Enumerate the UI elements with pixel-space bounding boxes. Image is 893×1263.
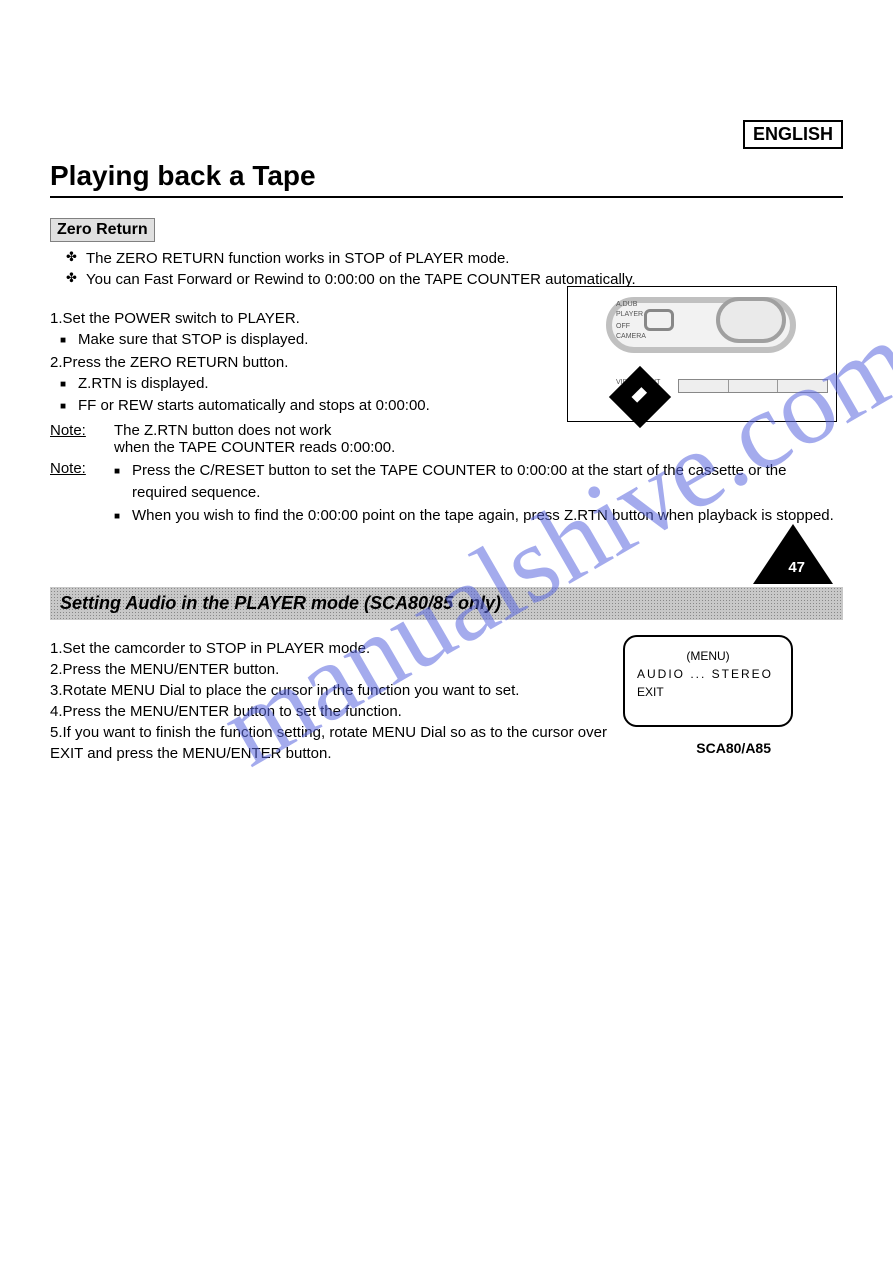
- audio-step: 4.Press the MENU/ENTER button to set the…: [50, 701, 610, 722]
- step-sub: Make sure that STOP is displayed.: [78, 329, 570, 352]
- intro-bullet: The ZERO RETURN function works in STOP o…: [86, 248, 843, 269]
- device-diagram: A.DUB PLAYER OFF CAMERA VIDEO LIGHT: [567, 286, 837, 422]
- dial-label: PLAYER: [616, 311, 643, 318]
- menu-line: (MENU): [637, 647, 779, 665]
- note-item: When you wish to find the 0:00:00 point …: [132, 505, 843, 528]
- dial-label: CAMERA: [616, 333, 646, 340]
- step-sub: FF or REW starts automatically and stops…: [78, 395, 570, 418]
- button-strip: [678, 379, 828, 393]
- menu-line: EXIT: [637, 683, 779, 701]
- menu-caption: SCA80/A85: [696, 740, 771, 756]
- note-label: Note:: [50, 422, 98, 456]
- zero-return-heading: Zero Return: [50, 218, 155, 242]
- callout-tag-icon: [609, 366, 671, 428]
- note-item: Press the C/RESET button to set the TAPE…: [132, 460, 843, 505]
- menu-line: AUDIO ... STEREO: [637, 665, 779, 683]
- step-1: 1.Set the POWER switch to PLAYER.: [50, 308, 570, 329]
- note-2-list: Press the C/RESET button to set the TAPE…: [114, 460, 843, 528]
- note-2: Note: Press the C/RESET button to set th…: [50, 460, 843, 528]
- step-sub: Z.RTN is displayed.: [78, 373, 570, 396]
- page-title: Playing back a Tape: [50, 160, 843, 198]
- step-2: 2.Press the ZERO RETURN button.: [50, 352, 570, 373]
- audio-step: 1.Set the camcorder to STOP in PLAYER mo…: [50, 638, 610, 659]
- language-badge: ENGLISH: [743, 120, 843, 149]
- dial-label: A.DUB: [616, 301, 637, 308]
- note-body: The Z.RTN button does not work when the …: [114, 422, 843, 456]
- audio-section-heading: Setting Audio in the PLAYER mode (SCA80/…: [50, 587, 843, 620]
- small-dial: [644, 309, 674, 331]
- audio-step: 5.If you want to finish the function set…: [50, 722, 610, 764]
- note-1: Note: The Z.RTN button does not work whe…: [50, 422, 843, 456]
- dial-label: OFF: [616, 323, 630, 330]
- large-dial: [716, 297, 786, 343]
- note-label: Note:: [50, 460, 98, 528]
- menu-screen-illustration: (MENU) AUDIO ... STEREO EXIT: [623, 635, 793, 727]
- page-number: 47: [788, 559, 805, 576]
- zero-return-steps: 1.Set the POWER switch to PLAYER. Make s…: [50, 308, 570, 418]
- zero-return-intro-list: The ZERO RETURN function works in STOP o…: [50, 248, 843, 290]
- audio-steps: 1.Set the camcorder to STOP in PLAYER mo…: [50, 638, 610, 764]
- audio-step: 3.Rotate MENU Dial to place the cursor i…: [50, 680, 610, 701]
- audio-step: 2.Press the MENU/ENTER button.: [50, 659, 610, 680]
- audio-step-text: 3.Rotate MENU Dial to place the cursor i…: [50, 682, 519, 699]
- manual-page: ENGLISH Playing back a Tape Zero Return …: [0, 0, 893, 804]
